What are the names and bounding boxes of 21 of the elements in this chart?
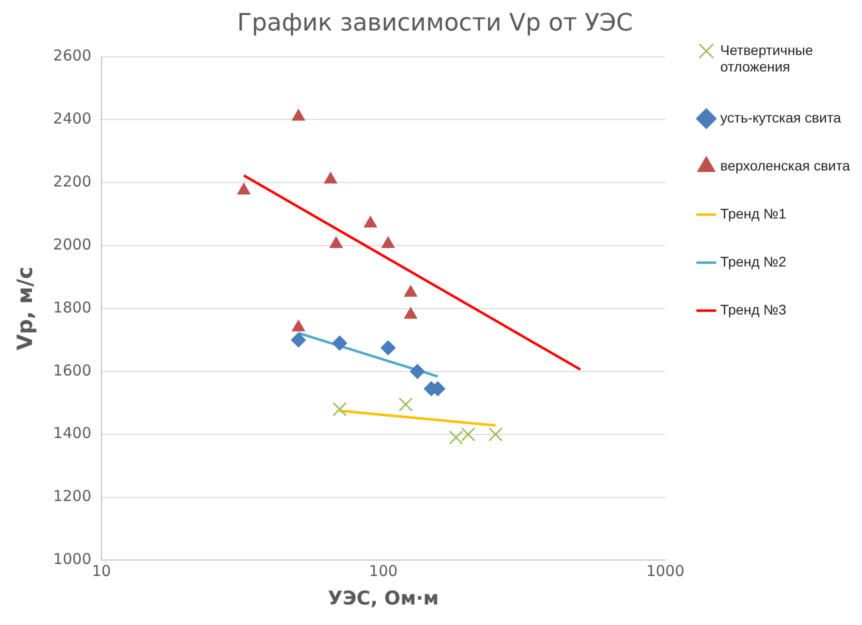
x-tick-label: 10: [92, 562, 111, 580]
y-axis-title: Vp, м/с: [13, 266, 38, 350]
y-tick-label: 2200: [53, 172, 92, 191]
y-tick-label: 1400: [53, 424, 92, 442]
legend-label: верхоленская свита: [720, 157, 850, 174]
y-tick-label: 2400: [53, 110, 92, 128]
legend-label: Тренд №1: [720, 205, 786, 222]
x-tick-label: 100: [369, 562, 398, 580]
x-tick-label: 1000: [646, 562, 684, 580]
legend-label: Тренд №2: [720, 253, 786, 270]
chart-title: График зависимости Vp от УЭС: [237, 8, 633, 37]
y-tick-label: 1800: [53, 298, 92, 316]
legend-label: Тренд №3: [720, 301, 786, 318]
y-tick-label: 2600: [53, 46, 92, 65]
legend-label: усть-кутская свита: [720, 109, 842, 126]
legend-label: Четвертичные отложения: [720, 42, 814, 75]
x-axis-title: УЭС, Ом·м: [328, 588, 439, 610]
y-tick-label: 1000: [53, 550, 92, 568]
y-tick-label: 1600: [53, 361, 92, 380]
y-tick-label: 1200: [53, 487, 92, 506]
y-tick-label: 2000: [53, 235, 92, 254]
